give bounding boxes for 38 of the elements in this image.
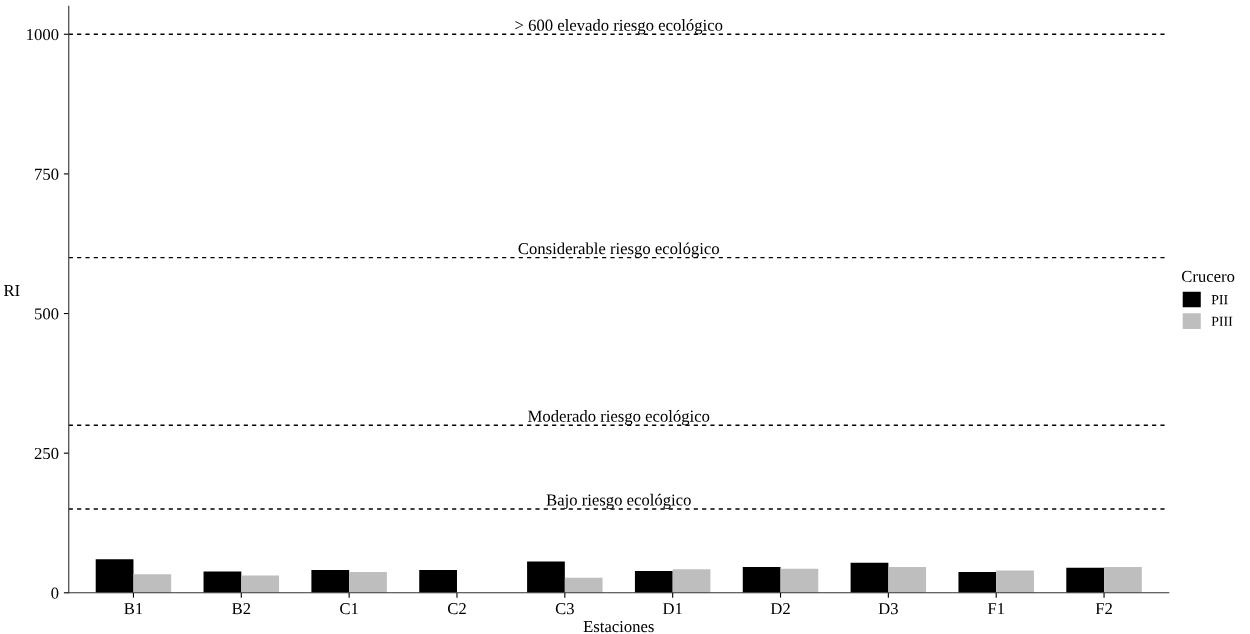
ref-line-label: > 600 elevado riesgo ecológico xyxy=(515,19,723,35)
x-tick-label: F2 xyxy=(1095,603,1112,615)
ref-line-label: Considerable riesgo ecológico xyxy=(518,242,720,258)
ref-line-label: Bajo riesgo ecológico xyxy=(546,493,691,510)
bar xyxy=(888,567,927,593)
bar xyxy=(780,568,819,593)
bar xyxy=(241,575,280,593)
y-axis-title: RI xyxy=(3,285,20,297)
x-tick-label: F1 xyxy=(987,603,1004,615)
bar xyxy=(958,572,997,593)
x-tick-label: D2 xyxy=(770,603,790,615)
bar xyxy=(564,577,603,593)
bar xyxy=(996,570,1034,593)
y-tick-label: 0 xyxy=(51,587,59,599)
x-tick-label: B2 xyxy=(232,603,251,615)
legend-label: PII xyxy=(1211,295,1228,305)
bar xyxy=(672,569,711,593)
y-tick-label: 1000 xyxy=(27,28,59,41)
x-tick-label: C3 xyxy=(555,603,574,615)
bar xyxy=(1104,567,1142,593)
bar xyxy=(203,571,242,593)
bar xyxy=(95,559,134,593)
bar xyxy=(311,569,350,593)
x-axis-title: Estaciones xyxy=(583,620,654,633)
x-tick-label: D1 xyxy=(662,603,682,615)
y-tick-label: 500 xyxy=(35,308,59,320)
bar xyxy=(133,574,172,593)
legend-title: Crucero xyxy=(1181,270,1235,283)
bar xyxy=(349,572,387,593)
legend-label: PIII xyxy=(1211,316,1233,326)
x-tick-label: D3 xyxy=(878,603,898,615)
bar xyxy=(850,562,889,593)
x-tick-label: B1 xyxy=(124,603,143,615)
ref-line-label: Moderado riesgo ecológico xyxy=(528,410,710,426)
x-tick-label: C1 xyxy=(340,603,358,615)
y-tick-label: 250 xyxy=(34,447,59,460)
x-tick-label: C2 xyxy=(447,603,466,615)
y-tick-label: 750 xyxy=(35,168,59,180)
